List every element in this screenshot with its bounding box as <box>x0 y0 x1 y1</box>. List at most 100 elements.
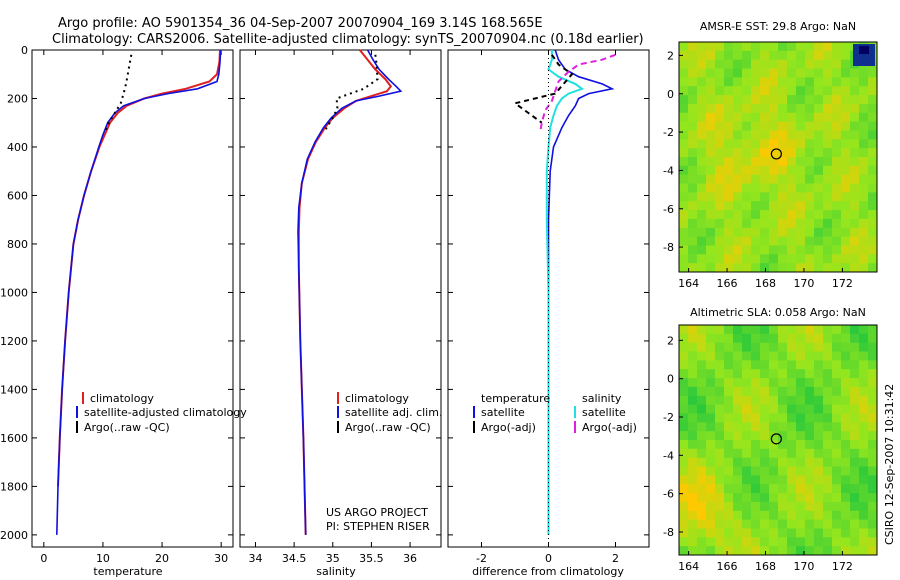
heatmap-cell <box>805 466 815 476</box>
heatmap-cell <box>706 404 716 414</box>
heatmap-cell <box>787 245 797 255</box>
heatmap-cell <box>853 44 875 66</box>
heatmap-cell <box>805 333 815 344</box>
heatmap-cell <box>742 431 752 441</box>
sst-argo-marker <box>770 148 782 160</box>
heatmap-cell <box>688 210 698 220</box>
heatmap-cell <box>733 342 743 352</box>
heatmap-cell <box>715 519 725 529</box>
heatmap-cell <box>760 537 770 547</box>
heatmap-cell <box>688 95 698 105</box>
heatmap-cell <box>724 183 734 193</box>
heatmap-cell <box>868 157 878 167</box>
heatmap-cell <box>706 218 716 229</box>
heatmap-cell <box>805 493 815 503</box>
heatmap-cell <box>733 236 743 246</box>
heatmap-cell <box>805 369 815 379</box>
heatmap-cell <box>769 77 779 87</box>
heatmap-cell <box>841 448 851 459</box>
heatmap-cell <box>751 77 761 87</box>
heatmap-cell <box>841 395 851 406</box>
heatmap-cell <box>751 519 761 529</box>
x-tick-label: 20 <box>155 552 169 565</box>
heatmap-cell <box>733 263 743 273</box>
heatmap-cell <box>841 537 851 547</box>
heatmap-cell <box>868 422 878 432</box>
heatmap-cell <box>751 448 761 459</box>
heatmap-cell <box>688 112 698 123</box>
heatmap-cell <box>868 351 878 361</box>
heatmap-cell <box>724 493 734 503</box>
heatmap-cell <box>706 68 716 78</box>
heatmap-cell <box>832 501 842 512</box>
heatmap-cell <box>760 192 770 202</box>
heatmap-cell <box>796 440 806 450</box>
heatmap-cell <box>697 77 707 87</box>
heatmap-cell <box>769 369 779 379</box>
heatmap-cell <box>778 245 788 255</box>
heatmap-cell <box>805 475 815 485</box>
heatmap-cell <box>814 218 824 229</box>
heatmap-cell <box>778 68 788 78</box>
heatmap-cell <box>796 236 806 246</box>
heatmap-cell <box>760 378 770 388</box>
heatmap-cell <box>805 86 815 96</box>
heatmap-cell <box>742 148 752 158</box>
heatmap-cell <box>706 183 716 193</box>
heatmap-cell <box>679 501 689 512</box>
heatmap-cell <box>787 369 797 379</box>
heatmap-cell <box>724 210 734 220</box>
heatmap-cell <box>733 510 743 521</box>
heatmap-cell <box>688 440 698 450</box>
heatmap-cell <box>850 466 860 476</box>
heatmap-cell <box>724 501 734 512</box>
heatmap-cell <box>724 236 734 246</box>
heatmap-cell <box>868 448 878 459</box>
heatmap-cell <box>805 95 815 105</box>
heatmap-cell <box>742 510 752 521</box>
heatmap-cell <box>832 103 842 114</box>
heatmap-cell <box>706 86 716 96</box>
csiro-timestamp: CSIRO 12-Sep-2007 10:31:42 <box>883 384 896 545</box>
heatmap-cell <box>859 537 869 547</box>
heatmap-cell <box>769 519 779 529</box>
heatmap-cell <box>823 95 833 105</box>
heatmap-cell <box>760 386 770 397</box>
heatmap-cell <box>742 528 752 538</box>
sst-heatmap <box>679 42 878 273</box>
heatmap-cell <box>742 360 752 370</box>
temperature-axes-box <box>31 49 234 548</box>
heatmap-cell <box>760 546 770 556</box>
heatmap-cell <box>733 457 743 467</box>
heatmap-cell <box>868 254 878 264</box>
heatmap-cell <box>823 457 833 467</box>
heatmap-cell <box>796 501 806 512</box>
heatmap-cell <box>823 440 833 450</box>
heatmap-cell <box>778 325 788 335</box>
heatmap-cell <box>724 157 734 167</box>
heatmap-cell <box>859 112 869 123</box>
heatmap-cell <box>850 148 860 158</box>
heatmap-cell <box>778 236 788 246</box>
heatmap-cell <box>823 475 833 485</box>
heatmap-cell <box>769 342 779 352</box>
heatmap-cell <box>814 484 824 494</box>
heatmap-cell <box>751 130 761 140</box>
heatmap-cell <box>805 174 815 184</box>
heatmap-cell <box>679 157 689 167</box>
heatmap-cell <box>679 325 689 335</box>
heatmap-cell <box>814 42 824 52</box>
heatmap-cell <box>769 210 779 220</box>
heatmap-cell <box>733 404 743 414</box>
heatmap-cell <box>760 201 770 211</box>
heatmap-cell <box>697 192 707 202</box>
heatmap-cell <box>733 245 743 255</box>
heatmap-cell <box>778 537 788 547</box>
heatmap-cell <box>769 422 779 432</box>
heatmap-cell <box>688 86 698 96</box>
heatmap-cell <box>859 201 869 211</box>
heatmap-cell <box>805 528 815 538</box>
heatmap-cell <box>778 440 788 450</box>
heatmap-cell <box>679 121 689 131</box>
heatmap-cell <box>805 254 815 264</box>
